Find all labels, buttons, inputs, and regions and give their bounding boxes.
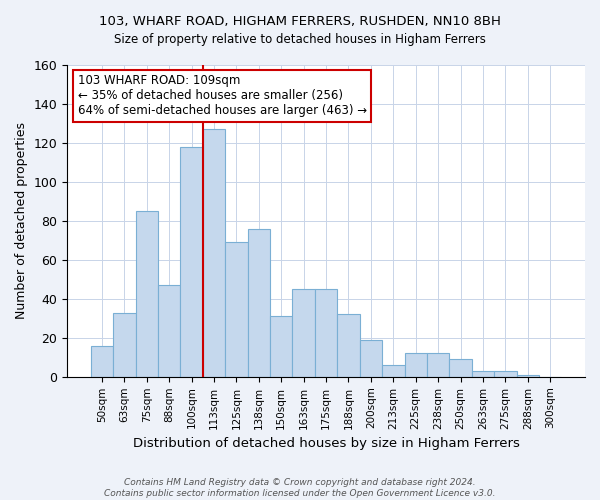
Bar [427, 354, 449, 377]
Bar [181, 147, 203, 377]
X-axis label: Distribution of detached houses by size in Higham Ferrers: Distribution of detached houses by size … [133, 437, 520, 450]
Bar [158, 285, 181, 377]
Bar [472, 371, 494, 377]
Bar [337, 314, 360, 377]
Text: Contains HM Land Registry data © Crown copyright and database right 2024.
Contai: Contains HM Land Registry data © Crown c… [104, 478, 496, 498]
Bar [270, 316, 292, 377]
Bar [494, 371, 517, 377]
Bar [91, 346, 113, 377]
Y-axis label: Number of detached properties: Number of detached properties [15, 122, 28, 320]
Bar [404, 354, 427, 377]
Bar [449, 360, 472, 377]
Bar [517, 375, 539, 377]
Text: Size of property relative to detached houses in Higham Ferrers: Size of property relative to detached ho… [114, 32, 486, 46]
Bar [360, 340, 382, 377]
Bar [248, 228, 270, 377]
Bar [113, 312, 136, 377]
Bar [136, 211, 158, 377]
Text: 103, WHARF ROAD, HIGHAM FERRERS, RUSHDEN, NN10 8BH: 103, WHARF ROAD, HIGHAM FERRERS, RUSHDEN… [99, 15, 501, 28]
Bar [203, 130, 225, 377]
Bar [292, 289, 315, 377]
Text: 103 WHARF ROAD: 109sqm
← 35% of detached houses are smaller (256)
64% of semi-de: 103 WHARF ROAD: 109sqm ← 35% of detached… [77, 74, 367, 118]
Bar [382, 365, 404, 377]
Bar [225, 242, 248, 377]
Bar [315, 289, 337, 377]
